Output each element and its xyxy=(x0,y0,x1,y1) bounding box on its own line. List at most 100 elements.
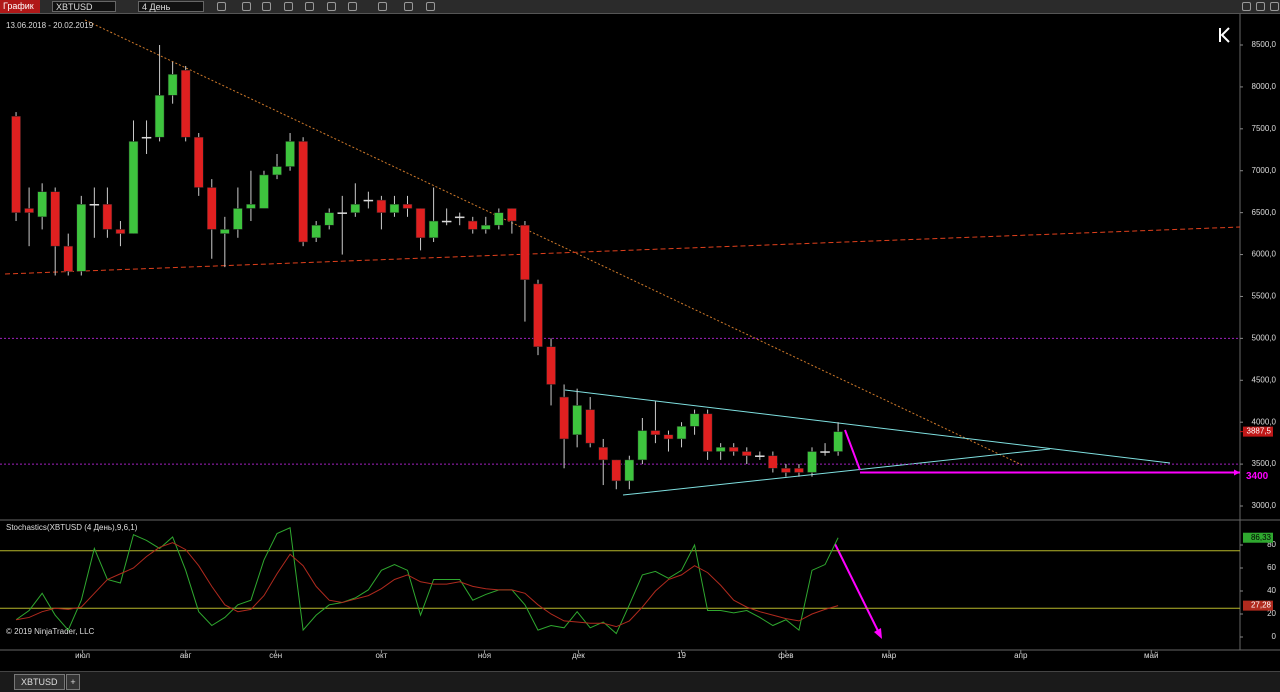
candle-body xyxy=(833,431,843,452)
y-tick-label: 8000,0 xyxy=(1252,82,1277,91)
candle-body xyxy=(220,229,230,234)
zoom-in-button[interactable] xyxy=(262,2,271,11)
forecast-arrow xyxy=(844,429,861,471)
candle-body xyxy=(494,212,504,226)
candle-body xyxy=(728,447,739,452)
candle-body xyxy=(337,212,348,214)
y-tick-label: 60 xyxy=(1267,563,1276,572)
indicator-line xyxy=(15,542,839,628)
arrow-head xyxy=(1234,469,1240,476)
interval-select[interactable]: 4 День xyxy=(138,1,204,12)
y-tick-label: 40 xyxy=(1267,586,1276,595)
x-tick-label: апр xyxy=(1014,651,1028,660)
candle-body xyxy=(102,204,113,230)
triangle-line xyxy=(564,389,1171,464)
price-marker xyxy=(1243,426,1273,437)
price-marker xyxy=(1243,532,1273,543)
draw-button[interactable] xyxy=(327,2,336,11)
candle-body xyxy=(376,199,387,213)
candle-body xyxy=(363,199,374,202)
price-marker-label: 3887,5 xyxy=(1247,427,1272,436)
close-button[interactable] xyxy=(1270,2,1279,11)
settings-button[interactable] xyxy=(426,2,435,11)
y-tick-label: 6500,0 xyxy=(1252,208,1277,217)
candle-body xyxy=(820,451,830,453)
candle-body xyxy=(233,208,243,230)
y-tick-label: 6000,0 xyxy=(1252,250,1277,259)
candle-body xyxy=(24,208,34,213)
candle-body xyxy=(402,204,413,209)
candle-body xyxy=(454,216,465,219)
candle-body xyxy=(441,220,452,223)
instrument-select[interactable]: XBTUSD xyxy=(52,1,116,12)
zoom-out-button[interactable] xyxy=(284,2,293,11)
collapse-icon[interactable] xyxy=(1219,27,1230,43)
y-tick-label: 80 xyxy=(1267,540,1276,549)
candle-body xyxy=(572,405,582,436)
x-tick-label: окт xyxy=(376,651,388,660)
candle-body xyxy=(128,141,139,234)
y-tick-label: 4500,0 xyxy=(1252,375,1277,384)
triangle-line xyxy=(622,448,1051,496)
y-tick-label: 0 xyxy=(1272,632,1277,641)
price-marker-label: 86,33 xyxy=(1251,533,1272,542)
candle-body xyxy=(246,204,256,209)
minimize-button[interactable] xyxy=(1242,2,1251,11)
candle-body xyxy=(676,426,687,440)
candle-body xyxy=(76,204,87,272)
tab-bar: XBTUSD + xyxy=(0,671,1280,692)
candle-body xyxy=(167,74,178,96)
candle-body xyxy=(193,136,204,188)
candle-body xyxy=(807,451,817,473)
x-tick-label: фев xyxy=(778,651,793,660)
bars-button[interactable] xyxy=(217,2,226,11)
toolbar: График XBTUSD 4 День xyxy=(0,0,1280,14)
x-tick-label: сен xyxy=(269,651,282,660)
candle-body xyxy=(389,204,400,213)
candle-body xyxy=(689,413,700,427)
indicator-line xyxy=(15,527,839,635)
candle-body xyxy=(533,283,543,348)
candle-body xyxy=(794,468,804,473)
candle-body xyxy=(180,69,191,138)
indicators-button[interactable] xyxy=(378,2,387,11)
strategies-button[interactable] xyxy=(404,2,413,11)
candle-body xyxy=(207,187,217,230)
pointer-button[interactable] xyxy=(242,2,251,11)
y-tick-label: 5000,0 xyxy=(1252,333,1277,342)
candle-body xyxy=(546,346,556,385)
candle-body xyxy=(115,229,126,234)
candle-body xyxy=(481,224,491,230)
properties-button[interactable] xyxy=(348,2,357,11)
candle-body xyxy=(37,191,47,218)
candle-body xyxy=(585,409,595,444)
candle-body xyxy=(624,459,635,482)
candle-body xyxy=(598,447,608,461)
y-tick-label: 5500,0 xyxy=(1252,292,1277,301)
candle-body xyxy=(89,204,100,206)
candle-body xyxy=(507,208,517,222)
y-tick-label: 8500,0 xyxy=(1252,40,1277,49)
trend-line xyxy=(84,19,1023,466)
candle-body xyxy=(755,455,765,457)
candle-body xyxy=(559,396,569,440)
crosshair-button[interactable] xyxy=(305,2,314,11)
candle-body xyxy=(285,141,295,167)
candle-body xyxy=(154,95,165,138)
candle-body xyxy=(415,208,426,239)
x-tick-label: дек xyxy=(572,651,585,660)
copyright: © 2019 NinjaTrader, LLC xyxy=(6,627,95,636)
candle-body xyxy=(428,220,439,239)
tab[interactable]: XBTUSD xyxy=(14,674,65,690)
add-tab-button[interactable]: + xyxy=(66,674,80,690)
maximize-button[interactable] xyxy=(1256,2,1265,11)
candle-body xyxy=(467,220,478,230)
chart: 13.06.2018 - 20.02.2019 Stochastics(XBTU… xyxy=(0,14,1280,660)
y-tick-label: 7500,0 xyxy=(1252,124,1277,133)
window-label: График xyxy=(0,0,40,13)
y-tick-label: 20 xyxy=(1267,609,1276,618)
trend-line xyxy=(4,226,1241,275)
y-tick-label: 7000,0 xyxy=(1252,166,1277,175)
candle-body xyxy=(768,455,778,469)
